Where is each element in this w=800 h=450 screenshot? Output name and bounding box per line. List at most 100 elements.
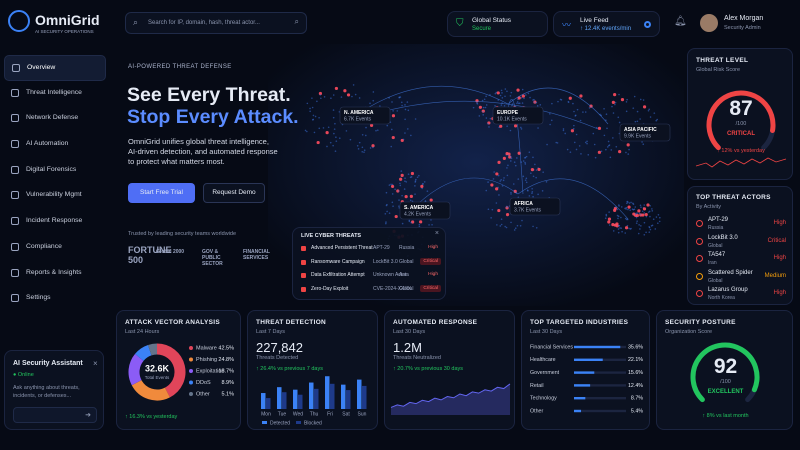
map-dot <box>398 96 401 99</box>
nav-item[interactable]: Compliance <box>4 235 106 261</box>
nav-item[interactable]: Digital Forensics <box>4 158 106 184</box>
map-dot <box>642 99 645 101</box>
card-subtitle: Organization Score <box>665 329 713 335</box>
map-dot <box>564 132 567 135</box>
map-dot <box>572 127 575 130</box>
map-dot <box>649 204 651 207</box>
map-dot <box>603 134 606 137</box>
map-dot <box>306 130 308 133</box>
logo-icon <box>8 10 30 32</box>
nav-item[interactable]: Overview <box>4 55 106 81</box>
live-threats-panel: LIVE CYBER THREATS × Advanced Persistent… <box>292 227 446 300</box>
card-title: THREAT DETECTION <box>256 319 327 326</box>
map-dot <box>392 110 394 112</box>
map-dot <box>343 89 347 93</box>
threat-row[interactable]: Advanced Persistent Threat APT-29 Russia Hi… <box>293 243 447 256</box>
threat-row[interactable]: Zero-Day Exploit CVE-2024-XXXX Global Criti… <box>293 284 447 297</box>
map-dot <box>478 105 482 109</box>
nav-item[interactable]: Vulnerability Mgmt <box>4 183 106 209</box>
status-box: ⛉ Global Status Secure <box>447 11 548 37</box>
map-dot <box>532 175 535 178</box>
big-number: 227,842 <box>256 340 303 355</box>
primary-button[interactable]: Start Free Trial <box>128 183 195 203</box>
assistant-input[interactable]: ➜ <box>13 407 97 423</box>
nav-item[interactable]: Settings <box>4 286 106 312</box>
map-dot <box>309 110 311 113</box>
legend-value: 8.9% <box>221 380 234 386</box>
toggle[interactable] <box>644 21 651 28</box>
assistant-title: AI Security Assistant <box>13 360 83 367</box>
threat-name: Advanced Persistent Threat <box>311 245 373 251</box>
map-dot <box>372 99 375 102</box>
secondary-button[interactable]: Request Demo <box>203 183 265 203</box>
map-dot <box>390 183 392 186</box>
user-role: Security Admin <box>724 25 761 31</box>
map-dot <box>636 212 639 214</box>
map-dot <box>626 143 630 147</box>
map-dot <box>615 145 618 148</box>
card-change: ↑ 20.7% vs previous 30 days <box>393 366 464 372</box>
map-dot <box>511 103 514 105</box>
x-tick-label: Thu <box>310 411 319 417</box>
bar <box>574 397 586 400</box>
map-dot <box>625 101 628 103</box>
threat-row[interactable]: Data Exfiltration Attempt Unknown Actor As… <box>293 270 447 283</box>
actor-row[interactable]: APT-29 Russia High <box>688 216 794 233</box>
notifications[interactable]: 🔔︎ <box>674 16 687 27</box>
map-dot <box>651 208 653 210</box>
map-dot <box>648 108 650 111</box>
map-dot <box>607 140 610 143</box>
map-dot <box>520 128 523 130</box>
map-dot <box>485 189 488 192</box>
map-dot <box>509 160 512 162</box>
nav-item[interactable]: Reports & Insights <box>4 261 106 287</box>
map-dot <box>513 189 517 193</box>
actor-row[interactable]: LockBit 3.0 Global Critical <box>688 234 794 251</box>
map-dot <box>537 167 541 172</box>
actor-row[interactable]: TA547 Iran High <box>688 251 794 268</box>
map-dot <box>649 116 652 118</box>
map-dot <box>394 214 398 219</box>
actor-icon <box>696 237 703 245</box>
industry-value: 22.1% <box>628 357 643 363</box>
close-button[interactable]: × <box>93 359 98 368</box>
close-button[interactable]: × <box>434 230 439 237</box>
nav-item[interactable]: Network Defense <box>4 106 106 132</box>
map-dot <box>510 193 512 195</box>
map-dot <box>312 114 315 117</box>
assistant-status: ● Online <box>13 372 34 378</box>
threat-row[interactable]: Ransomware Campaign LockBit 3.0 Global Crit… <box>293 257 447 270</box>
x-tick-label: Sun <box>358 411 367 417</box>
threat-region: Global <box>399 285 414 292</box>
map-dot <box>648 226 650 228</box>
map-dot <box>318 91 323 96</box>
logo-row: FORTUNE 500 Global 2000 GOV & PUBLIC SECTO… <box>128 245 288 267</box>
nav-item[interactable]: Incident Response <box>4 209 106 235</box>
nav-item[interactable]: AI Automation <box>4 132 106 158</box>
actor-row[interactable]: Lazarus Group North Korea High <box>688 286 794 303</box>
map-dot <box>414 193 416 195</box>
map-dot <box>358 97 361 99</box>
map-dot <box>318 116 320 119</box>
bar <box>574 384 591 387</box>
map-dot <box>333 132 335 135</box>
map-dot <box>626 224 629 227</box>
map-dot <box>632 212 636 216</box>
severity-badge: Critical <box>420 284 441 292</box>
bar-track <box>574 384 626 387</box>
avatar[interactable] <box>700 14 718 32</box>
map-dot <box>497 208 501 213</box>
nav-item[interactable]: Threat Intelligence <box>4 81 106 107</box>
gauge-value <box>690 342 760 403</box>
map-dot <box>485 104 488 106</box>
map-dot <box>483 98 486 101</box>
map-dot <box>516 88 520 92</box>
search-box[interactable]: ⌕ Search for IP, domain, hash, threat ac… <box>125 12 307 34</box>
map-dot <box>495 202 498 204</box>
actor-row[interactable]: Scattered Spider Global Medium <box>688 269 794 286</box>
map-dot <box>507 164 509 167</box>
bar <box>574 345 621 349</box>
map-dot <box>375 129 377 132</box>
big-number: 1.2M <box>393 340 422 355</box>
map-dot <box>587 153 590 156</box>
